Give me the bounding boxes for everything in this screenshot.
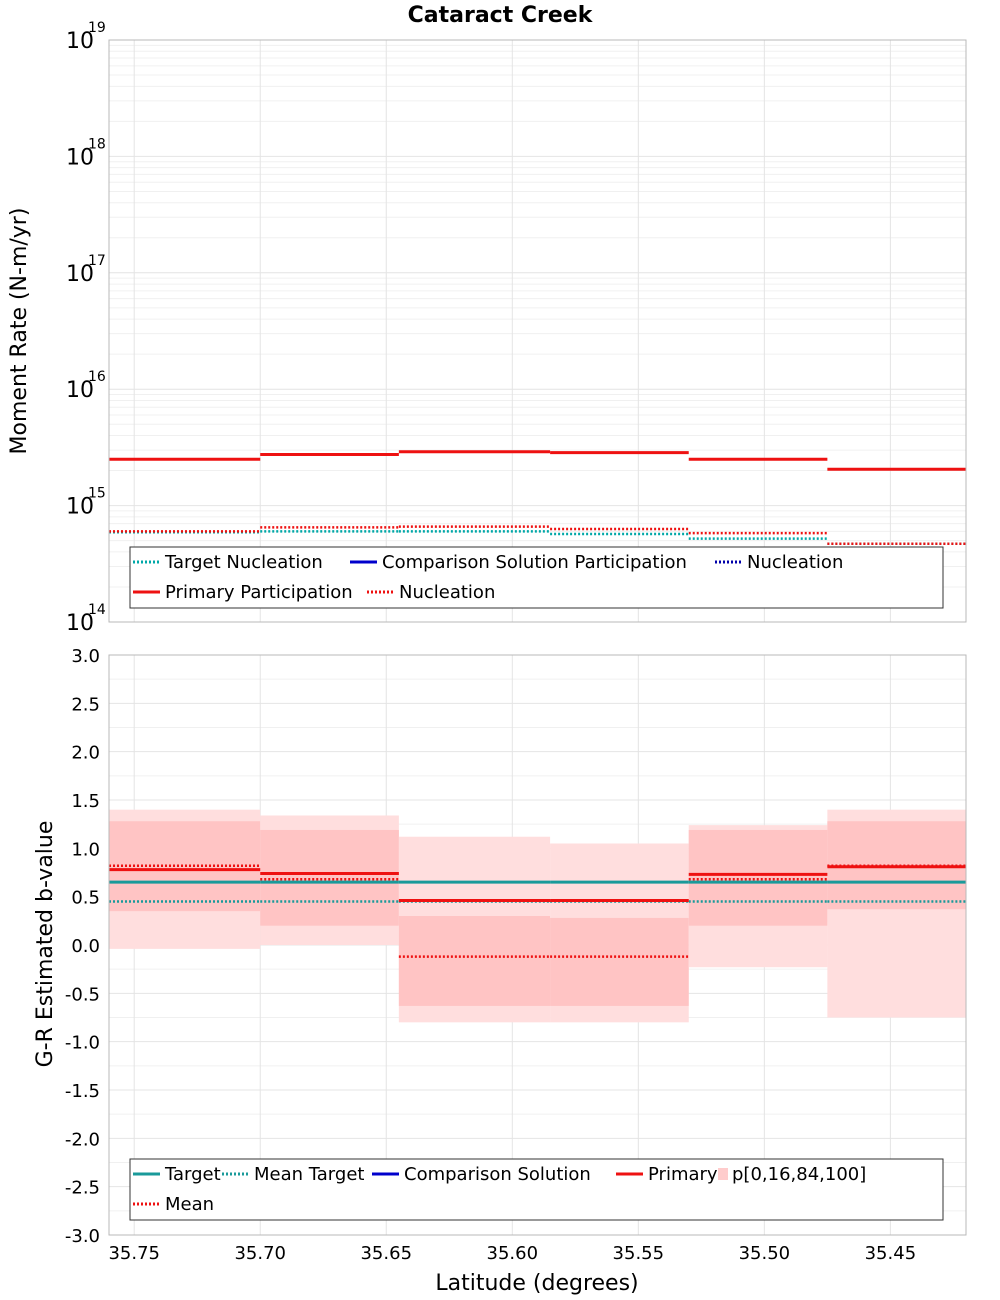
b-value-y-tick-label: -1.0: [65, 1033, 100, 1054]
b-value-y-tick-label: 0.0: [71, 936, 100, 957]
y-tick-base: 10: [66, 611, 94, 636]
b-value-legend-label: Comparison Solution: [404, 1164, 591, 1185]
b-value-y-tick-label: -3.0: [65, 1226, 100, 1247]
b-value-legend-box: [129, 1158, 944, 1221]
b-value-y-tick-label: -2.0: [65, 1129, 100, 1150]
x-tick-label: 35.60: [487, 1243, 539, 1264]
y-tick-base: 10: [66, 145, 94, 170]
b-value-legend-label: Mean: [165, 1194, 214, 1215]
b-value-y-tick-label: 1.5: [71, 791, 100, 812]
moment-rate-legend: Target Nucleation Comparison Solution Par…: [129, 546, 944, 609]
b-value-y-axis-label: G-R Estimated b-value: [33, 821, 58, 1068]
y-tick-exponent: 19: [88, 20, 106, 36]
moment-rate-y-axis-label: Moment Rate (N-m/yr): [7, 208, 32, 455]
x-tick-label: 35.45: [865, 1243, 917, 1264]
x-tick-label: 35.55: [613, 1243, 665, 1264]
b-value-y-tick-label: 0.5: [71, 888, 100, 909]
moment-rate-grid: [109, 39, 966, 623]
y-tick-base: 10: [66, 262, 94, 287]
moment-rate-legend-label: Comparison Solution Participation: [382, 552, 687, 573]
b-value-inner-band: [260, 829, 399, 926]
y-tick-exponent: 18: [88, 136, 106, 152]
b-value-y-ticks: -3.0 -2.5 -2.0 -1.5 -1.0 -0.5 0.0 0.5 1.0 1.5 2.0 2…: [65, 646, 100, 1247]
b-value-inner-band: [550, 917, 689, 1006]
b-value-legend-label: Primary: [648, 1164, 718, 1185]
b-value-series: [109, 864, 966, 958]
b-value-plot-frame: [108, 654, 967, 1236]
b-value-legend-label: Mean Target: [254, 1164, 364, 1185]
moment-rate-legend-label: Primary Participation: [165, 582, 353, 603]
b-value-percentile-bands: [109, 809, 966, 1023]
moment-rate-plot-frame: [108, 39, 967, 623]
y-tick-exponent: 15: [88, 486, 106, 502]
b-value-y-tick-label: 3.0: [71, 646, 100, 667]
x-tick-label: 35.70: [234, 1243, 286, 1264]
y-tick-base: 10: [66, 495, 94, 520]
y-tick-exponent: 14: [88, 602, 106, 618]
b-value-inner-band: [688, 829, 828, 926]
b-value-y-tick-label: 1.0: [71, 839, 100, 860]
x-tick-label: 35.50: [739, 1243, 791, 1264]
b-value-y-tick-label: 2.5: [71, 694, 100, 715]
b-value-y-tick-label: 2.0: [71, 743, 100, 764]
x-tick-label: 35.75: [108, 1243, 160, 1264]
moment-rate-legend-label: Nucleation: [399, 582, 495, 603]
b-value-y-tick-label: -0.5: [65, 984, 100, 1005]
y-tick-base: 10: [66, 378, 94, 403]
b-value-legend-label: p[0,16,84,100]: [732, 1164, 866, 1185]
moment-rate-legend-label: Target Nucleation: [164, 552, 323, 573]
b-value-inner-band: [398, 916, 551, 1006]
x-tick-label: 35.65: [360, 1243, 412, 1264]
y-tick-base: 10: [66, 29, 94, 54]
x-axis-label: Latitude (degrees): [435, 1271, 638, 1296]
b-value-legend: Target Mean Target Comparison Solution Prim…: [129, 1158, 944, 1221]
b-value-y-tick-label: -1.5: [65, 1081, 100, 1102]
moment-rate-legend-label: Nucleation: [747, 552, 843, 573]
moment-rate-series: [109, 450, 966, 546]
b-value-legend-swatch: [718, 1168, 728, 1180]
b-value-x-ticks: 35.75 35.70 35.65 35.60 35.55 35.50 35.45: [108, 1243, 916, 1264]
y-tick-exponent: 16: [88, 369, 106, 385]
moment-rate-legend-box: [129, 546, 944, 609]
chart-title: Cataract Creek: [408, 3, 594, 28]
b-value-legend-label: Target: [164, 1164, 221, 1185]
b-value-panel: -3.0 -2.5 -2.0 -1.5 -1.0 -0.5 0.0 0.5 1.0 1.5 2.0 2…: [33, 646, 967, 1296]
y-tick-exponent: 17: [88, 253, 106, 269]
b-value-y-tick-label: -2.5: [65, 1178, 100, 1199]
